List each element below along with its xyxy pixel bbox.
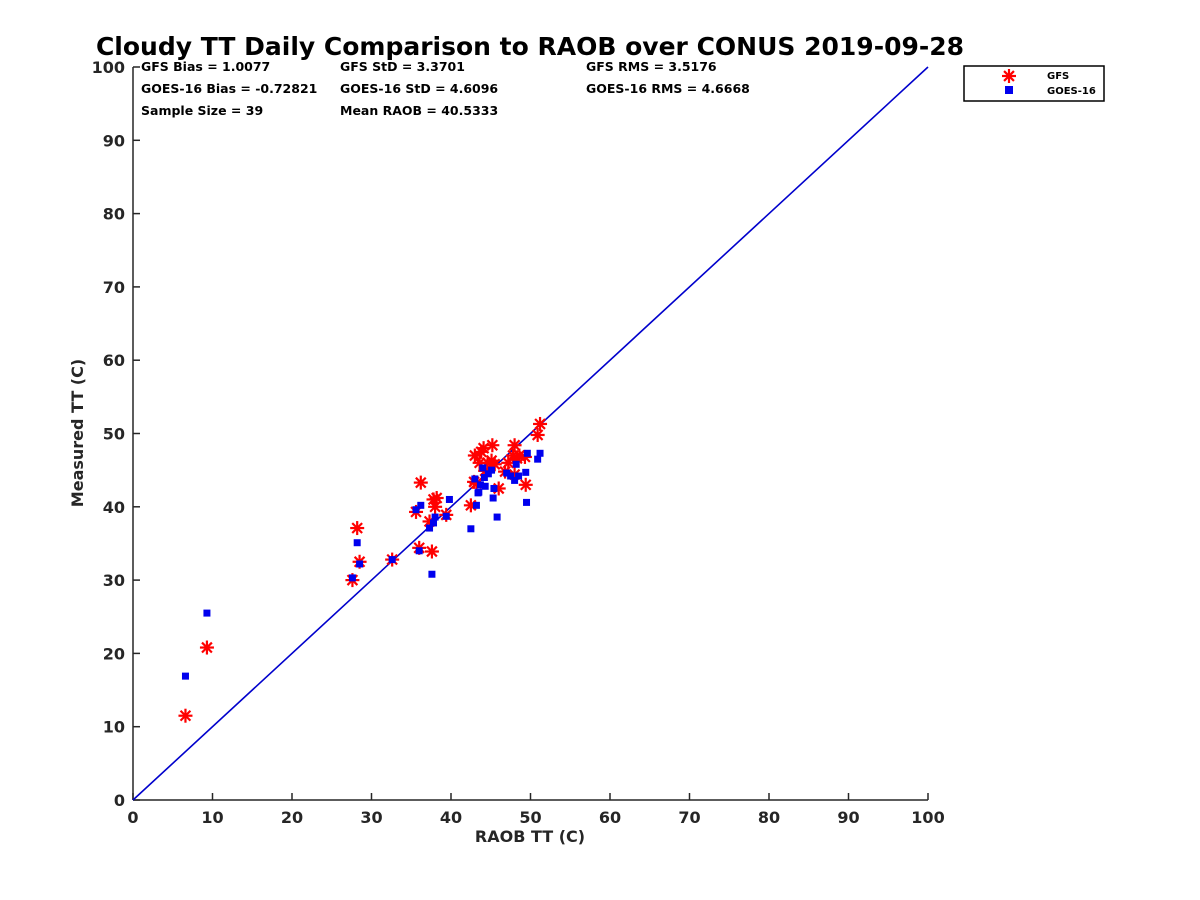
goes-16-point — [471, 475, 479, 483]
stat-goes-rms: GOES-16 RMS = 4.6668 — [586, 81, 750, 96]
y-tick-label: 20 — [103, 644, 125, 663]
goes-16-point — [431, 513, 439, 521]
goes-16-point — [493, 513, 501, 521]
x-axis-label: RAOB TT (C) — [475, 827, 585, 846]
legend-box — [963, 65, 1105, 102]
x-tick-label: 70 — [678, 808, 700, 827]
goes-16-point — [356, 560, 364, 568]
gfs-point — [485, 438, 500, 453]
goes-16-point — [472, 501, 480, 509]
goes-16-point — [489, 494, 497, 502]
goes-16-point — [484, 470, 492, 478]
gfs-point — [429, 491, 444, 506]
gfs-series — [178, 416, 548, 723]
x-tick-label: 0 — [127, 808, 138, 827]
gfs-point — [178, 708, 193, 723]
stat-sample-size: Sample Size = 39 — [141, 103, 263, 118]
stat-mean-raob: Mean RAOB = 40.5333 — [340, 103, 498, 118]
legend-goes-marker — [1005, 86, 1013, 94]
reference-line — [132, 66, 929, 801]
x-tick-label: 40 — [440, 808, 462, 827]
y-tick-label: 10 — [103, 718, 125, 737]
goes-16-point — [523, 498, 531, 506]
y-tick-label: 100 — [92, 58, 125, 77]
goes-16-point — [534, 455, 542, 463]
legend-gfs-asterisk — [1002, 69, 1016, 83]
goes-16-point — [480, 473, 488, 481]
gfs-point — [350, 521, 365, 536]
goes-16-point — [490, 484, 498, 492]
goes-16-point — [536, 449, 544, 457]
goes-16-point — [442, 512, 450, 520]
x-tick-label: 20 — [281, 808, 303, 827]
goes-16-point — [474, 489, 482, 497]
y-tick-label: 70 — [103, 278, 125, 297]
goes-16-point — [511, 476, 519, 484]
goes-16-series — [181, 449, 544, 680]
y-tick-label: 0 — [114, 791, 125, 810]
x-tick-label: 60 — [599, 808, 621, 827]
goes-16-point — [181, 672, 189, 680]
goes-16-point — [430, 519, 438, 527]
goes-16-point — [415, 547, 423, 555]
legend-gfs-marker — [1002, 69, 1016, 83]
goes-16-point — [515, 472, 523, 480]
goes-16-point — [417, 501, 425, 509]
goes-16-point — [353, 539, 361, 547]
stat-goes-std: GOES-16 StD = 4.6096 — [340, 81, 498, 96]
stat-gfs-rms: GFS RMS = 3.5176 — [586, 59, 717, 74]
gfs-point — [507, 438, 522, 453]
gfs-point — [530, 427, 545, 442]
goes-16-point — [412, 506, 420, 514]
y-tick-label: 40 — [103, 498, 125, 517]
y-tick-label: 50 — [103, 425, 125, 444]
goes-16-point — [426, 524, 434, 532]
y-tick-label: 80 — [103, 205, 125, 224]
goes-16-point — [507, 472, 515, 480]
goes-16-point — [388, 556, 396, 564]
goes-16-point — [348, 574, 356, 582]
goes-16-point — [522, 468, 530, 476]
y-tick-label: 90 — [103, 131, 125, 150]
x-tick-label: 80 — [758, 808, 780, 827]
goes-16-point — [503, 469, 511, 477]
stat-gfs-std: GFS StD = 3.3701 — [340, 59, 465, 74]
y-tick-label: 30 — [103, 571, 125, 590]
goes-16-point — [488, 466, 496, 474]
stats-block: GFS Bias = 1.0077 GFS StD = 3.3701 GFS R… — [141, 59, 750, 118]
legend-gfs-label: GFS — [1047, 71, 1069, 82]
stat-gfs-bias: GFS Bias = 1.0077 — [141, 59, 270, 74]
x-tick-label: 50 — [519, 808, 541, 827]
chart-title: Cloudy TT Daily Comparison to RAOB over … — [96, 32, 964, 61]
x-tick-label: 90 — [837, 808, 859, 827]
x-ticks: 0 10 20 30 40 50 60 70 80 90 100 — [127, 793, 945, 827]
goes-16-point — [523, 449, 531, 457]
gfs-point — [428, 499, 443, 514]
gfs-point — [424, 544, 439, 559]
x-tick-label: 30 — [360, 808, 382, 827]
y-axis-label: Measured TT (C) — [68, 359, 87, 507]
goes-16-point — [467, 525, 475, 533]
y-ticks: 0 10 20 30 40 50 60 70 80 90 100 — [92, 58, 140, 810]
gfs-point — [413, 475, 428, 490]
gfs-point — [533, 416, 548, 431]
goes-16-point — [428, 570, 436, 578]
y-tick-label: 60 — [103, 351, 125, 370]
goes-16-point — [512, 460, 520, 468]
goes-16-point — [445, 495, 453, 503]
legend: GFS GOES-16 — [963, 65, 1105, 102]
goes-16-point — [479, 464, 487, 472]
x-tick-label: 10 — [201, 808, 223, 827]
gfs-point — [518, 477, 533, 492]
gfs-point — [199, 640, 214, 655]
goes-16-point — [481, 482, 489, 490]
goes-16-point — [476, 481, 484, 489]
stat-goes-bias: GOES-16 Bias = -0.72821 — [141, 81, 317, 96]
legend-goes-label: GOES-16 — [1047, 86, 1096, 97]
x-tick-label: 100 — [911, 808, 944, 827]
goes-16-point — [203, 609, 211, 617]
